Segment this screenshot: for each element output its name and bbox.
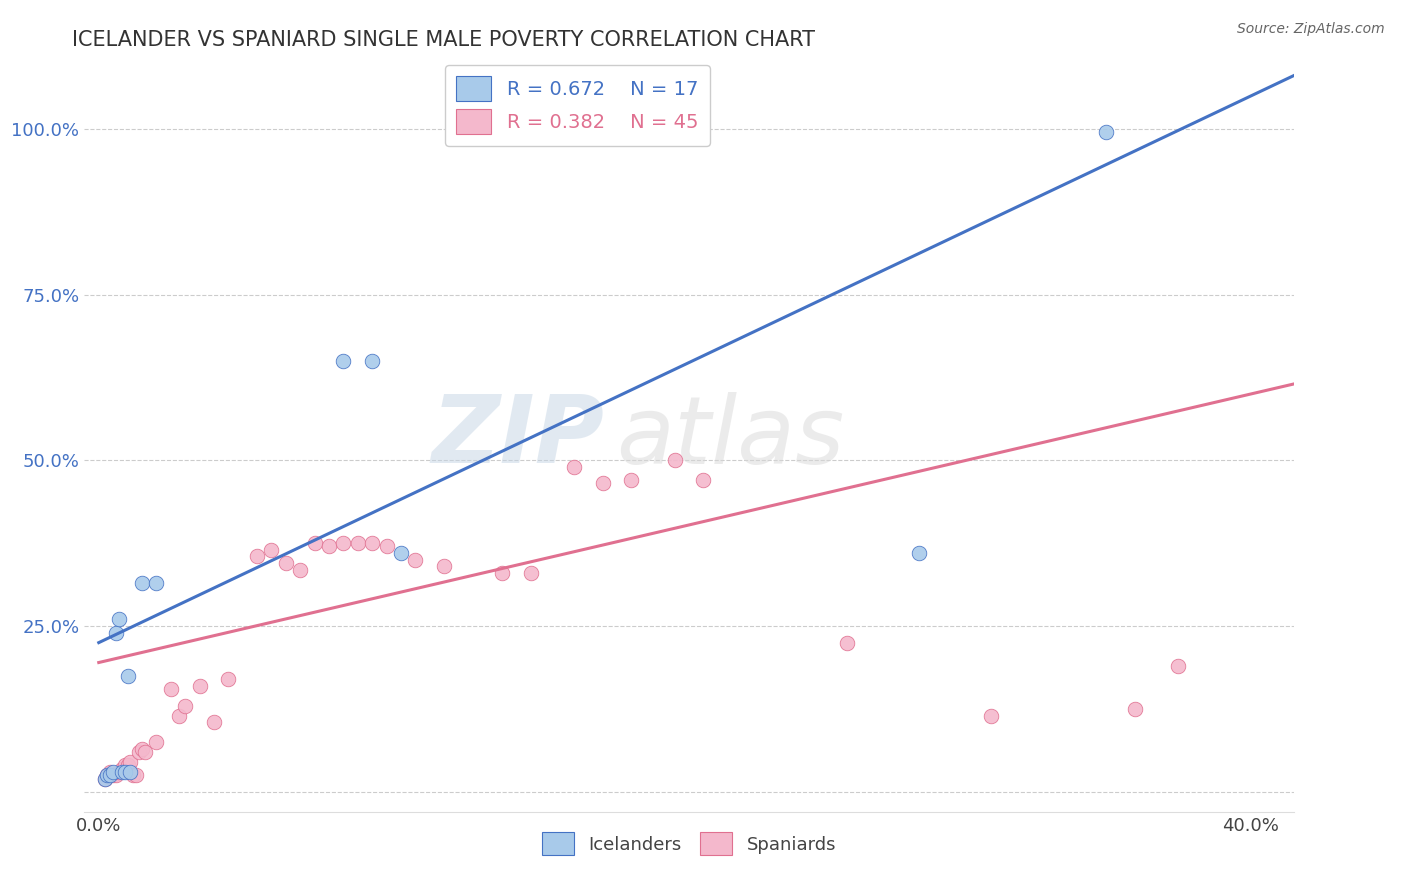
Point [908,546,931,560]
Point [93,772,115,786]
Point [134,745,156,759]
Point [375,540,398,554]
Point [361,536,384,550]
Point [120,755,142,769]
Point [332,354,354,368]
Point [98,768,121,782]
Point [101,768,124,782]
Legend: Icelanders, Spaniards: Icelanders, Spaniards [534,825,844,863]
Point [361,354,384,368]
Point [664,453,686,467]
Point [304,536,326,550]
Point [108,764,131,779]
Text: ZIP: ZIP [432,391,605,483]
Point [246,549,269,564]
Point [169,708,191,723]
Point [125,768,148,782]
Point [347,536,370,550]
Point [111,764,134,779]
Point [592,476,614,491]
Point [1123,702,1146,716]
Text: Source: ZipAtlas.com: Source: ZipAtlas.com [1237,22,1385,37]
Point [980,708,1002,723]
Point [131,741,153,756]
Point [217,672,239,686]
Point [692,473,714,487]
Point [101,764,124,779]
Point [114,758,136,772]
Point [562,459,585,474]
Point [120,764,142,779]
Point [159,681,181,696]
Point [1095,125,1118,139]
Text: atlas: atlas [616,392,845,483]
Point [389,546,412,560]
Point [105,625,128,640]
Point [404,553,426,567]
Point [188,679,211,693]
Point [105,768,128,782]
Point [98,764,121,779]
Text: ICELANDER VS SPANIARD SINGLE MALE POVERTY CORRELATION CHART: ICELANDER VS SPANIARD SINGLE MALE POVERT… [72,29,815,50]
Point [96,768,118,782]
Point [145,576,167,591]
Point [519,566,541,580]
Point [122,768,145,782]
Point [1167,658,1189,673]
Point [117,758,139,772]
Point [290,563,312,577]
Point [620,473,643,487]
Point [93,772,115,786]
Point [117,669,139,683]
Point [108,612,131,626]
Point [491,566,513,580]
Point [128,745,150,759]
Point [202,715,225,730]
Point [111,762,134,776]
Point [131,576,153,591]
Point [145,735,167,749]
Point [433,559,456,574]
Point [274,556,297,570]
Point [174,698,197,713]
Point [332,536,354,550]
Point [837,635,859,649]
Point [318,540,340,554]
Point [114,764,136,779]
Point [96,768,118,782]
Point [260,542,283,557]
